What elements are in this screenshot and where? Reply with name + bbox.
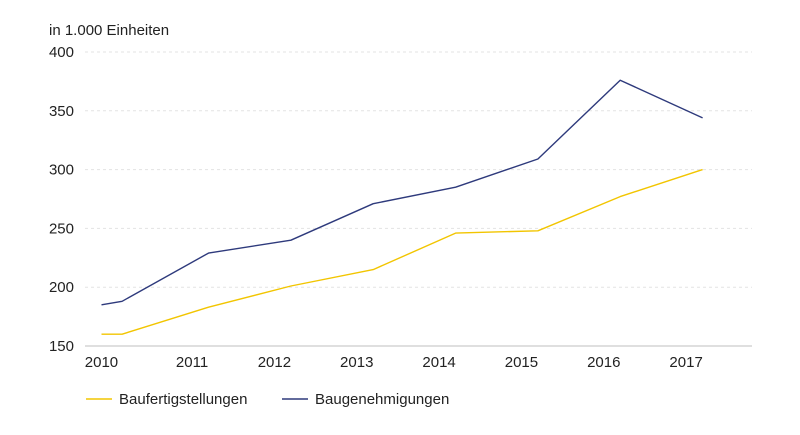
x-tick-label: 2015 [505,354,538,371]
x-tick-label: 2013 [340,354,373,371]
x-axis-ticks: 2010 2011 2012 2013 2014 2015 2016 2017 [85,354,703,371]
y-axis-ticks: 150 200 250 300 350 400 [49,44,74,355]
y-tick-label: 200 [49,279,74,296]
legend-label: Baufertigstellungen [119,391,247,408]
y-tick-label: 400 [49,44,74,61]
series-line [101,79,703,306]
series [101,79,703,335]
y-axis-unit-label: in 1.000 Einheiten [49,22,169,39]
x-tick-label: 2017 [669,354,702,371]
x-tick-label: 2010 [85,354,118,371]
y-tick-label: 150 [49,338,74,355]
x-tick-label: 2016 [587,354,620,371]
series-line [101,168,703,335]
y-tick-label: 350 [49,103,74,120]
grid [85,51,752,288]
y-tick-label: 300 [49,162,74,179]
legend-label: Baugenehmigungen [315,391,449,408]
x-tick-label: 2012 [258,354,291,371]
y-tick-label: 250 [49,220,74,237]
x-tick-label: 2011 [176,354,208,371]
x-tick-label: 2014 [422,354,455,371]
legend: Baufertigstellungen Baugenehmigungen [86,391,449,408]
